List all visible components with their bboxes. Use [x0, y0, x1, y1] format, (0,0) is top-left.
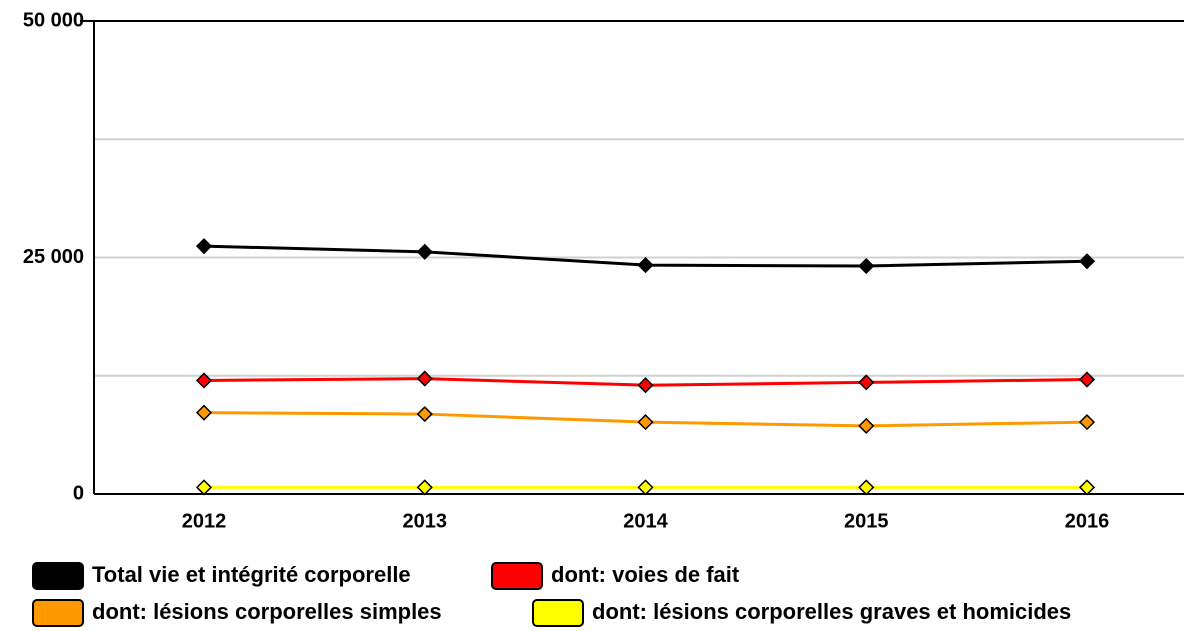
legend-label: dont: voies de fait: [551, 562, 740, 587]
point: [1078, 371, 1096, 388]
y-tick-label: 25 000: [23, 246, 84, 268]
point: [637, 479, 654, 496]
point: [416, 370, 433, 387]
y-tick-label: 50 000: [23, 9, 84, 31]
legend-swatch: [32, 599, 84, 627]
point: [195, 238, 213, 255]
legend-swatch: [491, 562, 543, 590]
point: [858, 374, 875, 391]
point: [195, 404, 213, 421]
x-tick-label: 2013: [403, 510, 448, 532]
point: [195, 372, 213, 389]
point: [637, 257, 654, 274]
point: [858, 417, 875, 434]
x-tick-label: 2012: [182, 510, 227, 532]
point: [1078, 253, 1096, 270]
x-tick-label: 2015: [844, 510, 889, 532]
point: [637, 414, 654, 431]
point: [416, 406, 433, 423]
x-tick-label: 2014: [623, 510, 668, 532]
legend-swatch: [532, 599, 584, 627]
point: [858, 479, 875, 496]
legend-swatch: [32, 562, 84, 590]
point: [416, 479, 433, 496]
y-tick-label: 0: [73, 482, 84, 504]
point: [858, 257, 875, 275]
point: [195, 479, 213, 496]
point: [416, 243, 433, 260]
legend-label: dont: lésions corporelles graves et homi…: [592, 599, 1071, 624]
legend-label: dont: lésions corporelles simples: [92, 599, 442, 624]
point: [1078, 414, 1096, 431]
legend-label: Total vie et intégrité corporelle: [92, 562, 411, 587]
point: [637, 377, 654, 394]
point: [1078, 479, 1096, 496]
x-tick-label: 2016: [1065, 510, 1110, 532]
